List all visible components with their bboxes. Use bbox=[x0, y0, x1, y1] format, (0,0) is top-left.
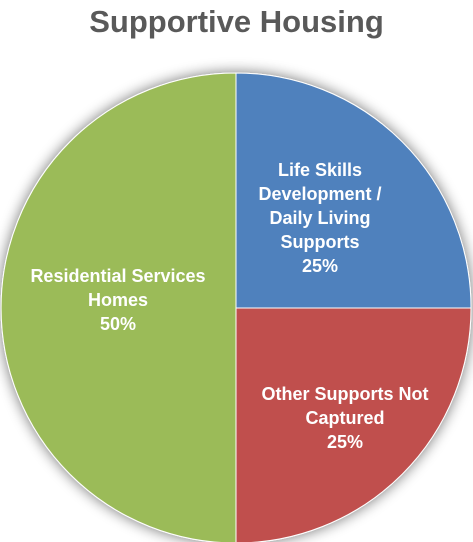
data-label-value: 50% bbox=[100, 314, 136, 334]
pie-slice-residential-services-homes bbox=[0, 72, 237, 542]
data-label-line: Supports bbox=[281, 232, 360, 252]
data-label-residential-services-homes: Residential Services Homes 50% bbox=[30, 266, 205, 334]
data-label-life-skills-development-daily-living-supports: Life Skills Development / Daily Living Supp… bbox=[258, 160, 381, 276]
data-label-line: Development / bbox=[258, 184, 381, 204]
data-label-value: 25% bbox=[327, 432, 363, 452]
data-label-line: Homes bbox=[88, 290, 148, 310]
pie-slice-other-supports-not-captured bbox=[235, 307, 472, 542]
pie-labels: Life Skills Development / Daily Living Supp… bbox=[30, 160, 428, 452]
pie-slice-life-skills-development-daily-living-supports bbox=[235, 72, 472, 309]
pie-slices bbox=[0, 72, 472, 542]
data-label-line: Residential Services bbox=[30, 266, 205, 286]
chart-title: Supportive Housing bbox=[89, 4, 384, 39]
data-label-line: Captured bbox=[305, 408, 384, 428]
data-label-value: 25% bbox=[302, 256, 338, 276]
data-label-line: Daily Living bbox=[269, 208, 370, 228]
data-label-other-supports-not-captured: Other Supports Not Captured 25% bbox=[262, 384, 429, 452]
data-label-line: Other Supports Not bbox=[262, 384, 429, 404]
data-label-line: Life Skills bbox=[278, 160, 362, 180]
